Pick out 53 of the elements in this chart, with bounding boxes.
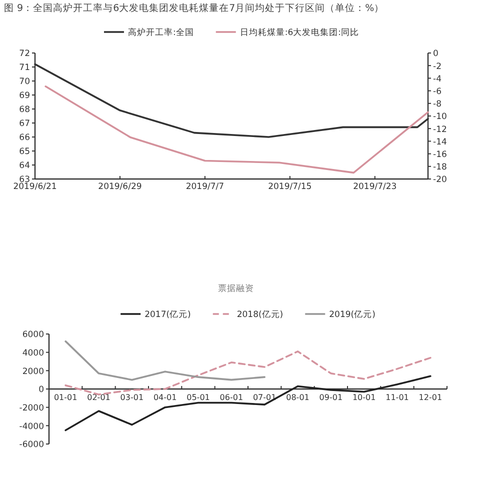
x-tick-label: 08-01 <box>286 393 310 402</box>
chart-title: 图 9：全国高炉开工率与6大发电集团发电耗煤量在7月间均处于下行区间（单位：%） <box>4 2 384 14</box>
legend-label: 日均耗煤量:6大发电集团:同比 <box>240 27 360 38</box>
y-tick-label: 4000 <box>22 348 44 359</box>
y2-tick-label: 0 <box>433 49 438 60</box>
y-tick-label: 68 <box>19 105 30 116</box>
chart-title: 票据融资 <box>218 283 254 294</box>
y2-tick-label: -4 <box>433 74 442 84</box>
y-tick-label: 6000 <box>22 330 44 340</box>
y-tick-label: 70 <box>19 77 30 88</box>
y2-tick-label: -18 <box>433 162 447 173</box>
y-tick-label: 69 <box>19 91 30 102</box>
y2-tick-label: -14 <box>433 137 447 148</box>
x-tick-label: 05-01 <box>186 393 210 402</box>
x-tick-label: 10-01 <box>352 393 376 402</box>
x-tick-label: 06-01 <box>220 393 244 402</box>
legend-label: 2018(亿元) <box>236 309 284 320</box>
legend-label: 2019(亿元) <box>329 309 376 320</box>
y-tick-label: 66 <box>19 133 30 144</box>
x-tick-label: 2019/6/29 <box>98 182 142 192</box>
x-tick-label: 12-01 <box>418 393 442 402</box>
y-tick-label: 64 <box>19 161 30 172</box>
y2-tick-label: -20 <box>433 175 447 186</box>
y2-tick-label: -12 <box>433 124 447 135</box>
y-tick-label: 72 <box>19 49 30 60</box>
y2-tick-label: -10 <box>433 112 447 122</box>
y2-tick-label: -8 <box>433 100 442 110</box>
x-tick-label: 2019/7/23 <box>353 182 397 192</box>
y-tick-label: -2000 <box>19 404 44 414</box>
y2-tick-label: -2 <box>433 62 442 72</box>
y-tick-label: 2000 <box>22 366 44 377</box>
x-tick-label: 02-01 <box>87 393 110 402</box>
legend-label: 2017(亿元) <box>144 309 191 320</box>
x-tick-label: 04-01 <box>153 393 177 402</box>
x-tick-label: 03-01 <box>120 393 144 402</box>
line-series <box>64 350 432 396</box>
x-tick-label: 07-01 <box>252 393 276 402</box>
y-tick-label: 65 <box>19 147 30 158</box>
x-tick-label: 2019/7/7 <box>186 182 224 192</box>
y-tick-label: -4000 <box>19 422 44 432</box>
x-tick-label: 01-01 <box>54 393 78 402</box>
x-tick-label: 11-01 <box>386 393 409 402</box>
legend-label: 高炉开工率:全国 <box>128 27 194 38</box>
y-tick-label: 0 <box>38 385 44 396</box>
line-series <box>64 340 266 381</box>
y-tick-label: -6000 <box>19 440 44 450</box>
x-tick-label: 2019/7/15 <box>268 182 312 192</box>
y-tick-label: 67 <box>19 119 30 130</box>
x-tick-label: 09-01 <box>319 393 343 402</box>
line-series <box>44 85 429 174</box>
y2-tick-label: -6 <box>433 87 442 97</box>
y2-tick-label: -16 <box>433 150 447 160</box>
y-tick-label: 71 <box>19 63 30 74</box>
